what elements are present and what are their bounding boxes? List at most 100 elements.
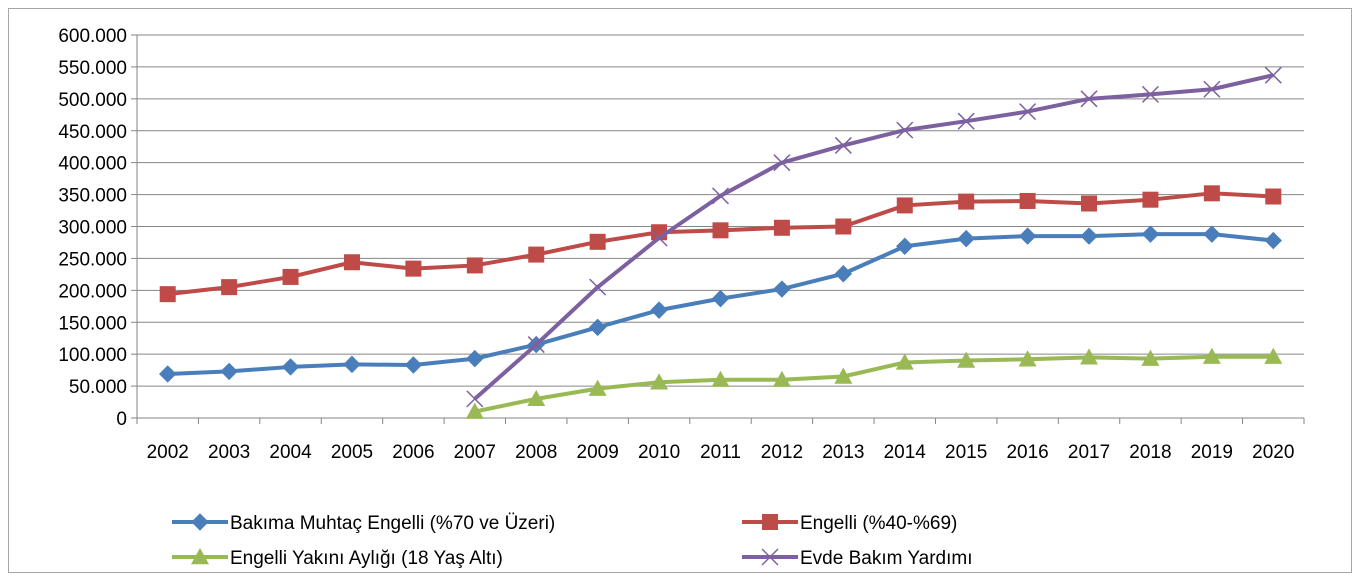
x-tick-label: 2016 <box>1006 442 1048 463</box>
data-point <box>343 355 361 374</box>
legend-label: Engelli (%40-%69) <box>800 513 957 534</box>
data-point <box>465 402 484 419</box>
axes <box>131 34 1305 424</box>
series-4 <box>466 66 1282 408</box>
x-tick-label: 2011 <box>700 442 741 463</box>
data-point <box>957 112 975 130</box>
data-point <box>1264 66 1282 84</box>
series-line <box>474 354 1274 414</box>
legend-label: Engelli Yakını Aylığı (18 Yaş Altı) <box>230 548 503 569</box>
data-point <box>896 121 914 139</box>
data-point <box>1019 103 1037 121</box>
data-point <box>1264 347 1283 364</box>
data-point <box>221 279 238 296</box>
data-point <box>711 370 730 387</box>
data-point <box>159 286 176 303</box>
y-tick-label: 550.000 <box>58 58 127 79</box>
x-tick-label: 2007 <box>454 442 496 463</box>
y-tick-label: 600.000 <box>58 26 127 47</box>
y-tick-label: 400.000 <box>58 154 127 175</box>
data-point <box>957 229 975 248</box>
data-point <box>1080 348 1099 365</box>
legend: Bakıma Muhtaç Engelli (%70 ve Üzeri) Enge… <box>172 513 972 569</box>
y-axis-tick-labels: 0 50.000 100.000 150.000 200.000 250.000 300.0… <box>58 26 127 430</box>
x-tick-label: 2008 <box>515 442 557 463</box>
data-point <box>1080 227 1098 245</box>
data-point <box>711 187 730 205</box>
data-point <box>1141 225 1160 243</box>
legend-entry-4: Evde Bakım Yardımı <box>742 548 972 569</box>
data-point <box>834 136 852 154</box>
data-point <box>343 254 360 271</box>
series-2 <box>159 185 1282 303</box>
y-tick-label: 150.000 <box>58 313 127 334</box>
series-3 <box>465 347 1283 419</box>
data-point <box>896 197 913 214</box>
x-tick-label: 2020 <box>1252 442 1294 463</box>
data-point <box>773 219 790 236</box>
data-point <box>1019 192 1036 209</box>
legend-marker <box>761 548 779 566</box>
y-tick-label: 450.000 <box>58 122 127 143</box>
data-point <box>1080 90 1098 108</box>
series-line <box>167 191 1274 297</box>
y-tick-label: 200.000 <box>58 281 127 302</box>
data-point <box>404 356 423 374</box>
data-point <box>835 218 852 235</box>
data-point <box>466 390 484 408</box>
data-point <box>466 257 483 274</box>
data-point <box>588 318 607 337</box>
x-tick-label: 2003 <box>208 442 250 463</box>
data-point <box>957 351 976 368</box>
data-point <box>281 358 300 376</box>
y-tick-label: 50.000 <box>69 377 127 398</box>
data-point <box>834 265 853 283</box>
legend-entry-2: Engelli (%40-%69) <box>742 513 957 534</box>
data-point <box>1264 231 1282 250</box>
data-point <box>589 278 607 296</box>
x-tick-label: 2015 <box>945 442 987 463</box>
y-tick-label: 300.000 <box>58 218 127 239</box>
data-point <box>1265 188 1282 205</box>
data-point <box>958 193 975 210</box>
gridlines <box>137 34 1304 387</box>
data-point <box>1018 350 1037 367</box>
data-point <box>1142 191 1159 208</box>
x-tick-label: 2004 <box>269 442 312 463</box>
x-tick-label: 2006 <box>392 442 434 463</box>
data-point <box>1141 85 1159 103</box>
series-lines <box>159 66 1283 419</box>
x-tick-label: 2013 <box>822 442 864 463</box>
data-point <box>159 365 177 383</box>
series-line <box>473 73 1274 401</box>
data-point <box>712 222 729 239</box>
x-tick-label: 2002 <box>147 442 189 463</box>
x-tick-label: 2019 <box>1191 442 1233 463</box>
series-1 <box>159 225 1282 383</box>
data-point <box>650 373 669 390</box>
data-point <box>527 389 546 407</box>
y-tick-label: 500.000 <box>58 90 127 111</box>
data-point <box>588 379 607 396</box>
y-tick-label: 100.000 <box>58 345 127 366</box>
legend-marker <box>191 513 209 531</box>
x-tick-label: 2010 <box>638 442 680 463</box>
data-point <box>650 301 668 319</box>
x-tick-label: 2014 <box>884 442 927 463</box>
y-tick-label: 250.000 <box>58 249 127 270</box>
legend-marker <box>762 514 778 530</box>
legend-entry-3: Engelli Yakını Aylığı (18 Yaş Altı) <box>172 548 503 569</box>
data-point <box>527 336 545 354</box>
data-point <box>1203 225 1221 243</box>
data-point <box>589 233 606 250</box>
y-tick-label: 350.000 <box>58 186 127 207</box>
data-point <box>528 246 545 263</box>
x-tick-label: 2012 <box>761 442 803 463</box>
data-point <box>405 260 422 277</box>
data-point <box>773 280 791 298</box>
x-tick-label: 2005 <box>331 442 373 463</box>
data-point <box>711 289 730 308</box>
x-tick-label: 2017 <box>1068 442 1110 463</box>
legend-marker <box>191 548 209 565</box>
y-tick-label: 0 <box>116 409 127 430</box>
